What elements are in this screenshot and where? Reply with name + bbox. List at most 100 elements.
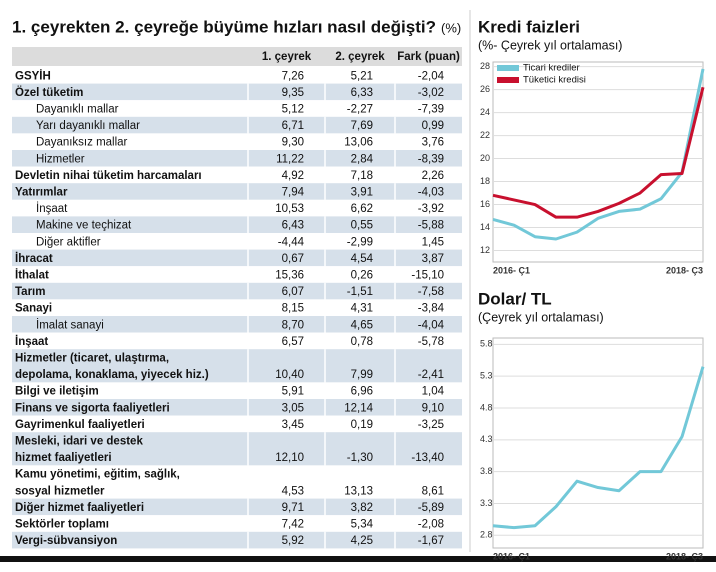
cell-value: 5,34 [351, 519, 374, 531]
row-bg [12, 249, 462, 267]
cell-value: 4,25 [351, 535, 373, 547]
row-label: Hizmetler [36, 153, 85, 165]
y-tick-label: 4.8 [480, 402, 493, 412]
line-series [492, 366, 705, 530]
cell-value: 8,70 [282, 319, 304, 331]
row-label: Gayrimenkul faaliyetleri [15, 419, 145, 431]
cell-value: 7,18 [351, 170, 373, 182]
row-label: İnşaat [36, 202, 68, 215]
row-bg [12, 399, 462, 416]
bottom-rule [0, 556, 716, 562]
y-tick-label: 28 [480, 61, 490, 71]
row-bg [12, 67, 462, 84]
cell-value: 13,06 [344, 137, 373, 149]
row-bg [12, 133, 462, 150]
column-header: 1. çeyrek [262, 51, 312, 63]
cell-value: -2,27 [347, 104, 373, 116]
legend-swatch [497, 77, 519, 83]
row-label: Devletin nihai tüketim harcamaları [15, 170, 202, 182]
cell-value: -5,78 [418, 336, 444, 348]
chart-subtitle: (%- Çeyrek yıl ortalaması) [478, 38, 622, 52]
row-label: GSYİH [15, 69, 51, 82]
row-bg [12, 166, 462, 184]
cell-value: 3,05 [282, 402, 304, 414]
column-header: 2. çeyrek [335, 51, 385, 63]
cell-value: -1,51 [347, 286, 373, 298]
cell-value: 3,76 [422, 137, 444, 149]
row-label: Kamu yönetimi, eğitim, sağlık, [15, 469, 180, 481]
row-bg [12, 515, 462, 532]
row-label: İnşaat [15, 335, 48, 348]
row-bg [12, 183, 462, 200]
cell-value: 15,36 [275, 270, 304, 282]
y-tick-label: 24 [480, 107, 490, 117]
cell-value: -4,44 [278, 236, 305, 248]
row-label: Yarı dayanıklı mallar [36, 120, 140, 132]
cell-value: 8,61 [422, 485, 444, 497]
row-label: Diğer aktifler [36, 236, 101, 248]
row-label: Yatırımlar [15, 187, 68, 199]
row-bg [12, 233, 462, 250]
y-tick-label: 22 [480, 130, 490, 140]
row-bg [12, 531, 462, 549]
legend-label: Tüketici kredisi [523, 75, 586, 86]
legend-label: Ticari krediler [523, 63, 580, 74]
cell-value: 6,07 [282, 286, 304, 298]
cell-value: 7,26 [282, 70, 304, 82]
cell-value: -2,99 [347, 236, 373, 248]
row-bg [12, 282, 462, 300]
cell-value: 9,10 [422, 402, 444, 414]
cell-value: 7,99 [351, 369, 373, 381]
row-label: Dayanıklı mallar [36, 104, 119, 116]
cell-value: 5,92 [282, 535, 304, 547]
cell-value: 3,91 [351, 187, 373, 199]
cell-value: 8,15 [282, 303, 304, 315]
row-bg [12, 498, 462, 516]
cell-value: 0,99 [422, 120, 444, 132]
row-label: Özel tüketim [15, 86, 83, 99]
cell-value: 5,21 [351, 70, 373, 82]
cell-value: -3,25 [418, 419, 444, 431]
cell-value: 3,87 [422, 253, 444, 265]
row-label: depolama, konaklama, yiyecek hiz.) [15, 369, 209, 381]
x-tick-label: 2016- Ç1 [493, 265, 530, 275]
y-tick-label: 18 [480, 176, 490, 186]
y-tick-label: 12 [480, 245, 490, 255]
column-header: Fark (puan) [397, 51, 460, 63]
row-label: Diğer hizmet faaliyetleri [15, 502, 144, 514]
cell-value: 7,69 [351, 120, 373, 132]
row-bg [12, 100, 462, 117]
row-label: Makine ve teçhizat [36, 220, 132, 232]
line-series [492, 86, 705, 219]
y-tick-label: 4.3 [480, 434, 493, 444]
cell-value: -7,58 [418, 286, 444, 298]
row-bg [12, 299, 462, 316]
cell-value: 4,53 [282, 485, 304, 497]
row-label: Finans ve sigorta faaliyetleri [15, 402, 170, 414]
cell-value: 9,71 [282, 502, 304, 514]
cell-value: 2,26 [422, 170, 444, 182]
cell-value: -3,84 [418, 303, 445, 315]
cell-value: -2,04 [418, 70, 445, 82]
row-label: İthalat [15, 269, 49, 282]
row-bg [12, 199, 462, 217]
y-tick-label: 5.3 [480, 371, 493, 381]
cell-value: 12,10 [275, 452, 304, 464]
cell-value: -4,04 [418, 319, 445, 331]
row-bg [12, 116, 462, 134]
row-bg [12, 382, 462, 399]
cell-value: 10,53 [275, 203, 304, 215]
cell-value: 4,31 [351, 303, 373, 315]
cell-value: 0,26 [351, 270, 373, 282]
row-label: Bilgi ve iletişim [15, 386, 99, 398]
cell-value: -15,10 [411, 270, 444, 282]
row-bg [12, 349, 462, 383]
cell-value: -3,92 [418, 203, 444, 215]
plot-frame [492, 337, 704, 549]
cell-value: 0,55 [351, 220, 373, 232]
cell-value: 2,84 [351, 153, 374, 165]
cell-value: 11,22 [276, 153, 304, 165]
cell-value: 10,40 [275, 369, 304, 381]
cell-value: -1,67 [418, 535, 444, 547]
